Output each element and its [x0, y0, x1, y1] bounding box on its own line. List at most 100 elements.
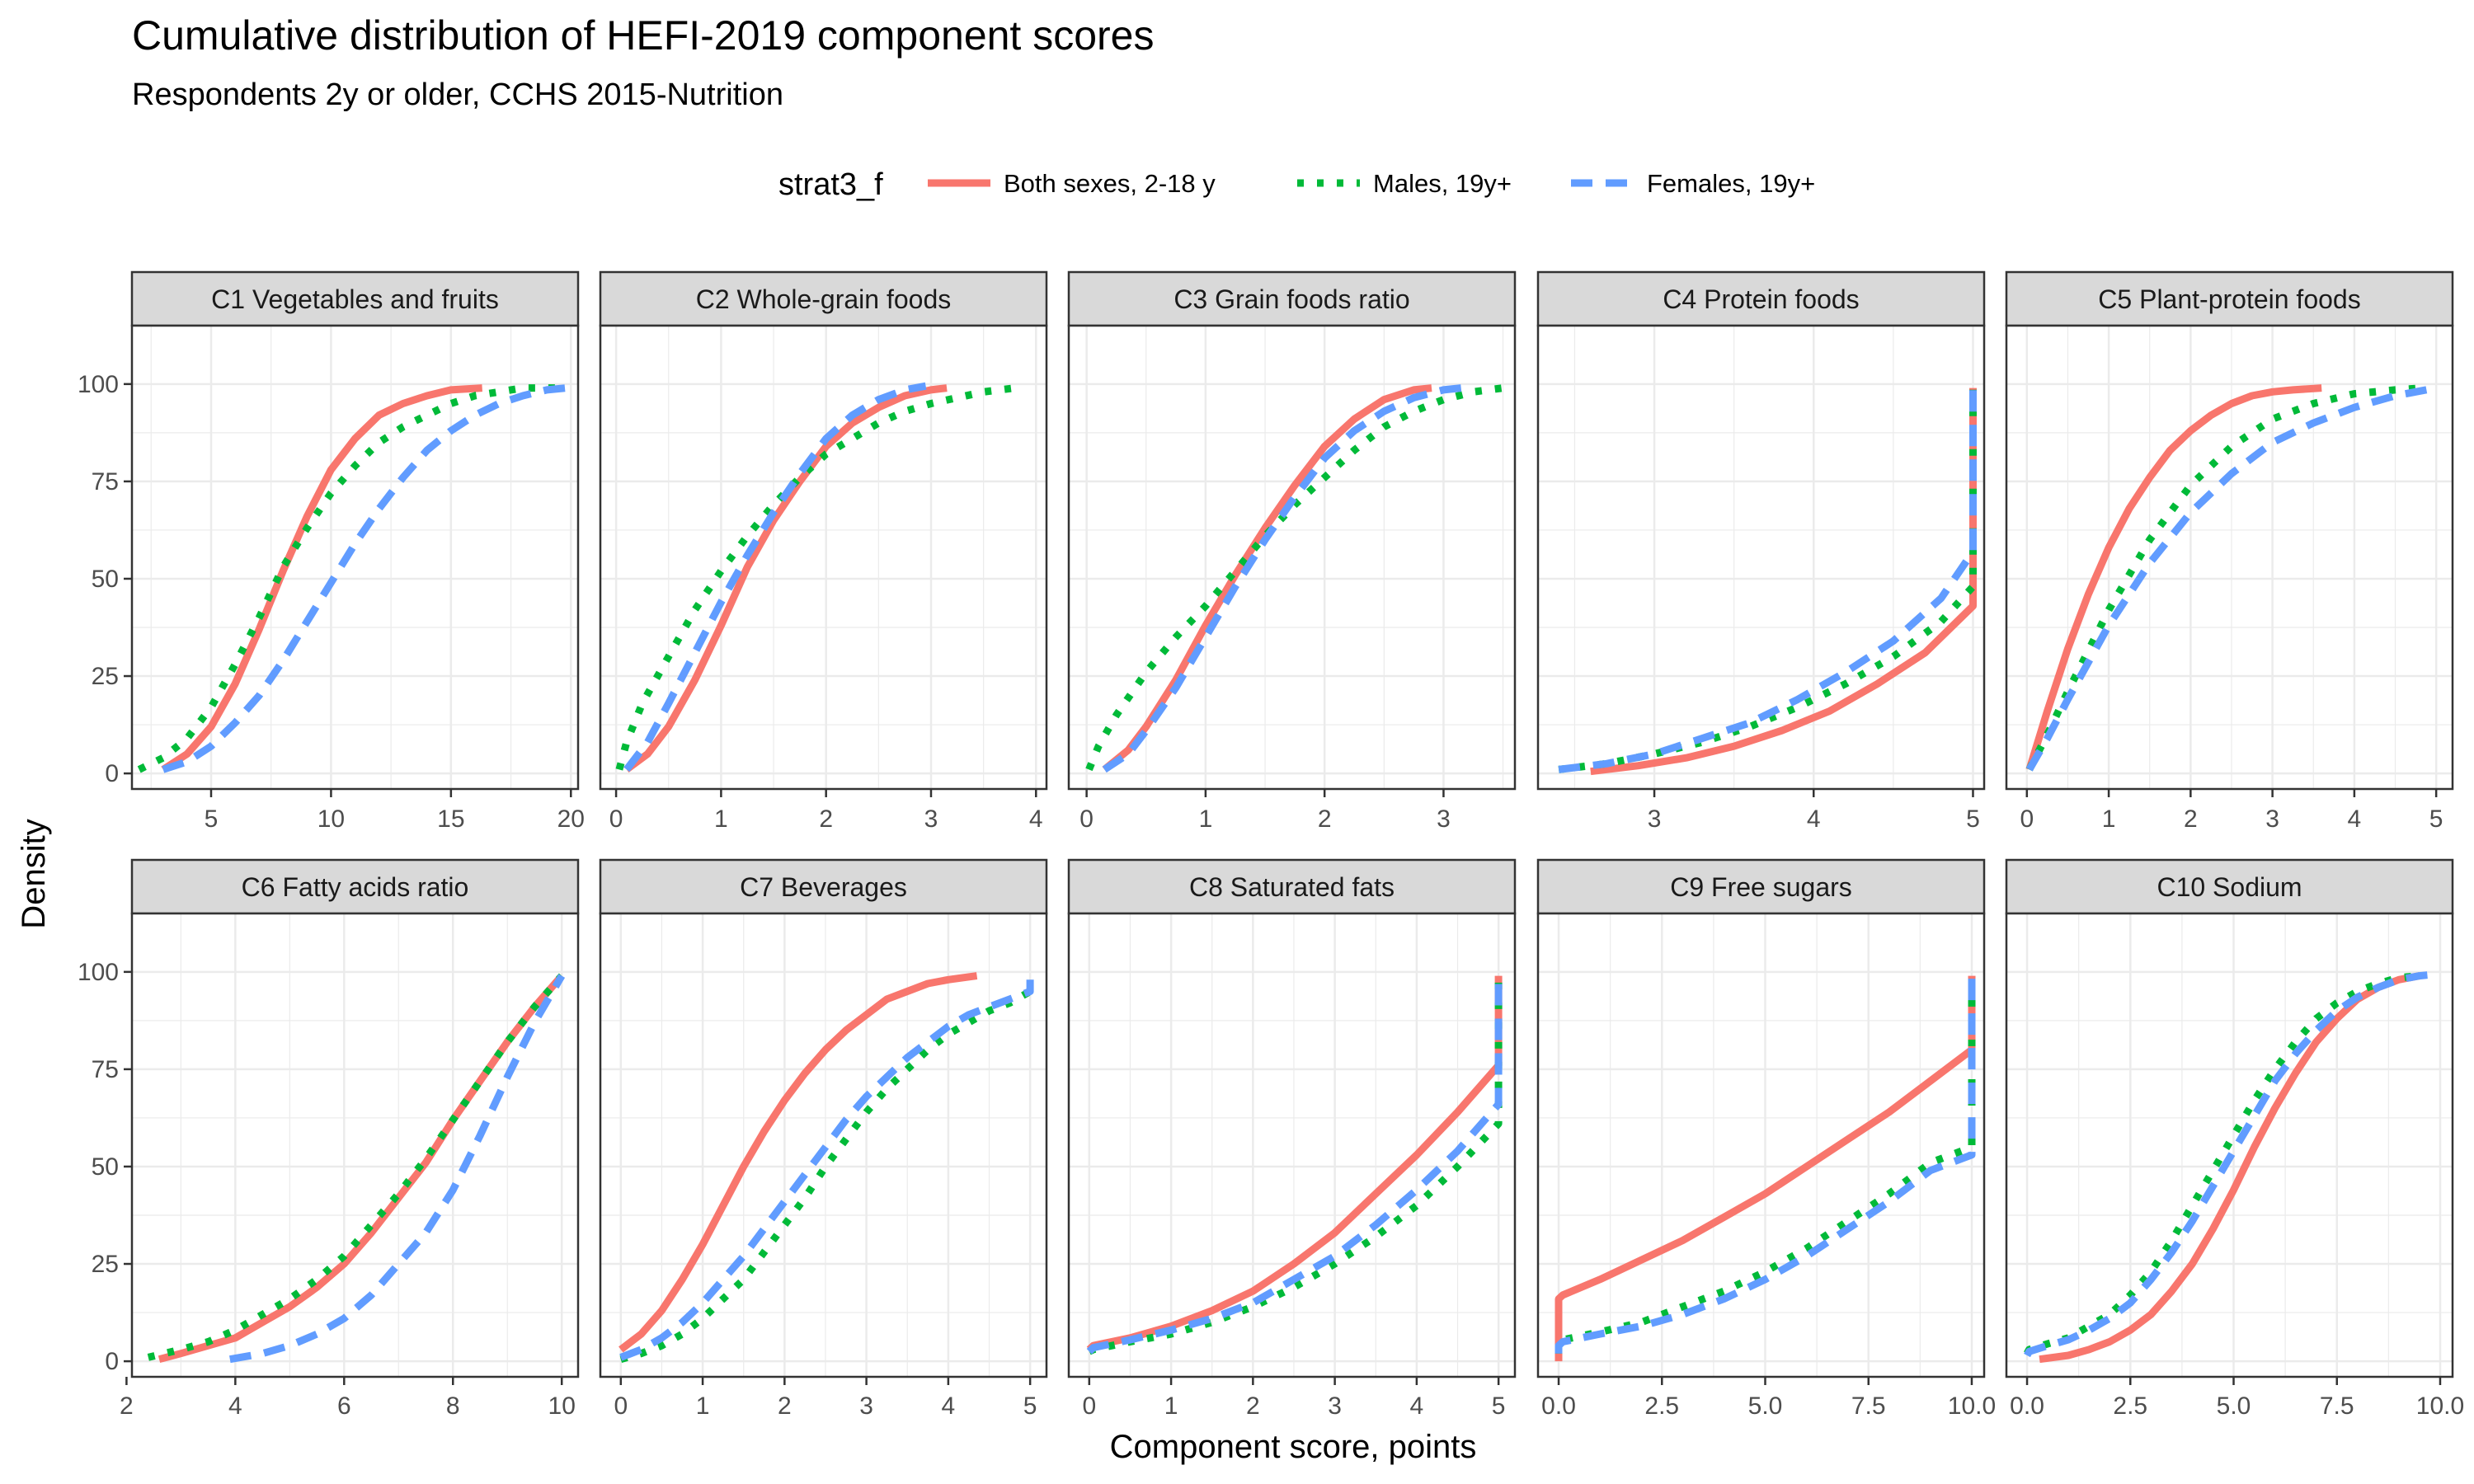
facet-strip	[130, 858, 580, 915]
series-line-2	[2024, 972, 2420, 1355]
series-line-2	[1087, 975, 1503, 1355]
x-tick-label: 4	[942, 1392, 956, 1420]
x-tick-label: 2	[778, 1392, 792, 1420]
plot-background	[600, 326, 1047, 789]
legend-title: strat3_f	[778, 167, 883, 202]
facet-panel-8: C8 Saturated fats 0 1 2 3 4 5	[1067, 858, 1517, 1420]
gridlines	[2006, 913, 2453, 1377]
facet-panel-5: C5 Plant-protein foods 0 1 2 3 4 5	[2005, 270, 2454, 833]
series-line-1	[618, 972, 978, 1353]
facet-strip-title: C3 Grain foods ratio	[1174, 284, 1409, 314]
x-tick-label: 0	[1082, 1392, 1096, 1420]
facet-strip-title: C10 Sodium	[2157, 872, 2302, 902]
chart-subtitle: Respondents 2y or older, CCHS 2015-Nutri…	[132, 77, 783, 112]
x-tick-label: 5	[205, 805, 219, 833]
series-line-2	[1554, 975, 1976, 1354]
x-tick-label: 10.0	[1948, 1392, 1996, 1420]
series-line-3	[1554, 975, 1976, 1354]
x-axis-label: Component score, points	[1110, 1429, 1477, 1465]
y-tick-label: 50	[92, 566, 119, 593]
gridlines	[600, 913, 1047, 1377]
x-tick-label: 0.0	[1541, 1392, 1576, 1420]
x-tick-label: 10	[317, 805, 345, 833]
series-line-1	[158, 973, 565, 1364]
facet-strip	[1536, 858, 1986, 915]
series-line-3	[2025, 384, 2437, 772]
panel-border	[2005, 324, 2454, 791]
legend-label-3: Females, 19y+	[1647, 169, 1815, 198]
facet-panel-9: C9 Free sugars 0.0 2.5 5.0 7.5 10.0	[1536, 858, 1996, 1420]
x-tick-label: 3	[1648, 805, 1662, 833]
plot-background	[132, 913, 578, 1377]
x-tick-label: 2	[120, 1392, 134, 1420]
x-tick-label: 4	[1029, 805, 1043, 833]
x-tick-label: 4	[1410, 1392, 1424, 1420]
facet-strip-title: C4 Protein foods	[1663, 284, 1859, 314]
x-tick-label: 0	[1079, 805, 1094, 833]
x-tick-label: 3	[1328, 1392, 1342, 1420]
x-tick-label: 0.0	[2010, 1392, 2044, 1420]
x-tick-label: 1	[714, 805, 728, 833]
x-tick-label: 1	[2102, 805, 2116, 833]
legend-items: Both sexes, 2-18 y Males, 19y+ Females, 19…	[928, 169, 1815, 198]
x-tick-label: 5	[2429, 805, 2443, 833]
y-axis-label: Density	[16, 819, 52, 928]
x-tick-label: 4	[228, 1392, 242, 1420]
facet-strip	[1536, 270, 1986, 327]
x-tick-label: 8	[446, 1392, 460, 1420]
series-line-3	[1086, 975, 1503, 1355]
panel-border	[1536, 324, 1986, 791]
x-tick-label: 1	[1199, 805, 1213, 833]
panel-border	[1536, 912, 1986, 1378]
x-tick-label: 2	[1246, 1392, 1260, 1420]
panel-border	[599, 324, 1048, 791]
facet-panel-2: C2 Whole-grain foods 0 1 2 3 4	[599, 270, 1048, 833]
legend-label-2: Males, 19y+	[1373, 169, 1512, 198]
x-tick-label: 0	[2020, 805, 2034, 833]
x-tick-label: 10	[548, 1392, 576, 1420]
x-tick-label: 3	[1437, 805, 1451, 833]
x-tick-label: 1	[696, 1392, 710, 1420]
chart-title: Cumulative distribution of HEFI-2019 com…	[132, 12, 1154, 59]
series-line-3	[623, 382, 927, 773]
x-tick-label: 7.5	[2320, 1392, 2354, 1420]
panel-border	[1067, 912, 1517, 1378]
series-line-1	[161, 384, 482, 773]
facet-strip-title: C5 Plant-protein foods	[2098, 284, 2360, 314]
facet-panel-1: C1 Vegetables and fruits 5 10 15 20 0 25 50 75 10…	[78, 270, 585, 833]
x-tick-label: 5	[1023, 1392, 1037, 1420]
x-tick-label: 7.5	[1851, 1392, 1886, 1420]
x-tick-label: 3	[2265, 805, 2279, 833]
series-line-1	[2025, 384, 2322, 771]
facet-strip-title: C6 Fatty acids ratio	[242, 872, 469, 902]
x-tick-label: 2	[819, 805, 833, 833]
x-tick-label: 5	[1966, 805, 1980, 833]
y-tick-label: 75	[92, 468, 119, 495]
plot-background	[1538, 326, 1984, 789]
x-tick-label: 2.5	[1644, 1392, 1679, 1420]
facet-strip	[1067, 858, 1517, 915]
series-line-3	[229, 974, 566, 1364]
facet-strip-title: C8 Saturated fats	[1189, 872, 1395, 902]
facet-strip-title: C1 Vegetables and fruits	[211, 284, 499, 314]
y-tick-label: 100	[78, 959, 119, 986]
x-tick-label: 3	[924, 805, 938, 833]
x-tick-label: 15	[437, 805, 464, 833]
facet-strip	[1067, 270, 1517, 327]
x-tick-label: 5.0	[2217, 1392, 2251, 1420]
facet-panel-7: C7 Beverages 0 1 2 3 4 5	[599, 858, 1048, 1420]
facet-strip-title: C2 Whole-grain foods	[696, 284, 951, 314]
y-tick-label: 0	[105, 1348, 119, 1375]
x-tick-label: 5	[1492, 1392, 1506, 1420]
facet-strip	[599, 270, 1048, 327]
x-tick-label: 2	[1318, 805, 1332, 833]
x-tick-label: 3	[859, 1392, 873, 1420]
facet-strip	[2005, 270, 2454, 327]
series-line-2	[137, 384, 559, 773]
facet-strip-title: C7 Beverages	[740, 872, 907, 902]
panel-border	[130, 912, 580, 1378]
gridlines	[132, 326, 578, 789]
